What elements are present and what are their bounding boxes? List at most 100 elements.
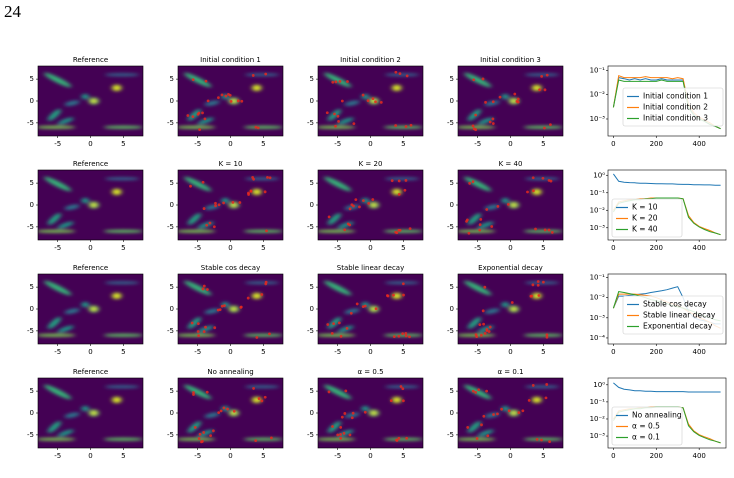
panel-title: Initial condition 3 [480,56,541,64]
sample-point [488,120,492,124]
density-map [36,66,143,136]
sample-point [549,123,552,127]
y-tick-label: 5 [170,387,174,395]
sample-point [254,125,258,129]
sample-point [543,126,546,130]
sample-point [217,411,221,415]
sample-point [252,177,256,181]
legend-label: Initial condition 2 [643,103,708,112]
legend-label: Initial condition 1 [643,92,708,101]
density-map [36,170,143,240]
sample-point [270,436,273,440]
sample-point [491,100,495,104]
x-tick-label: 5 [541,348,545,356]
sample-point [478,223,482,227]
sample-point [361,305,365,308]
y-tick-label: 5 [170,75,174,83]
sample-point [467,231,471,235]
sample-point [543,228,547,232]
x-tick-label: 5 [541,452,545,460]
legend-box [611,406,683,446]
sample-point [355,302,359,306]
sample-point [516,97,520,101]
sample-point [327,390,331,394]
panel-title: Initial condition 2 [340,56,401,64]
sample-point [268,176,272,180]
y-tick-label: -5 [447,431,454,439]
sample-point [549,179,553,183]
x-tick-label: 400 [692,244,705,252]
sample-point [507,409,511,413]
y-tick-label: 5 [450,179,454,187]
sample-point [390,179,394,183]
sample-point [331,425,334,428]
sample-point [550,231,554,234]
x-tick-label: 0 [508,140,512,148]
sample-point [223,304,226,308]
x-tick-label: -5 [474,244,481,252]
x-tick-label: -5 [334,140,341,148]
sample-point [193,425,197,429]
sample-point [218,308,222,312]
y-tick-label: -5 [307,327,314,335]
sample-point [484,100,487,104]
sample-point [545,335,549,339]
x-tick-label: 0 [228,244,232,252]
sample-point [350,416,354,420]
sample-point [479,333,483,337]
sample-point [478,323,482,327]
sample-point [213,326,217,330]
sample-point [202,330,206,333]
sample-point [485,389,488,393]
panel-title: K = 40 [499,160,523,168]
density-map [176,170,283,240]
panel-title: Reference [73,264,108,272]
legend-box [611,198,683,238]
sample-point [397,179,401,183]
x-tick-label: -5 [54,140,61,148]
sample-point [190,321,194,325]
y-tick-label: 10⁰ [593,171,605,179]
x-tick-label: 200 [650,452,663,460]
sample-point [264,72,268,76]
sample-point [352,122,356,126]
sample-point [196,330,200,333]
sample-point [402,399,405,403]
sample-point [264,282,268,286]
chart-frame [607,169,727,241]
sample-point [201,287,205,291]
sample-point [220,93,224,97]
y-tick-label: 0 [30,305,34,313]
panel-title: Stable cos decay [201,264,260,272]
sample-point [401,332,405,336]
sample-point [474,113,478,117]
y-tick-label: 5 [310,179,314,187]
sample-point [189,184,192,188]
y-tick-label: -5 [447,119,454,127]
sample-point [361,93,365,97]
y-tick-label: 5 [30,283,34,291]
sample-point [472,78,476,82]
sample-point [513,92,517,96]
x-tick-label: -5 [194,140,201,148]
sample-point [506,202,510,206]
sample-point [191,78,195,82]
sample-point [471,180,475,184]
sample-point [392,335,396,339]
legend-label: Stable cos decay [643,300,707,309]
chart-frame [607,65,727,137]
sample-point [227,92,230,96]
sample-point [196,322,200,325]
y-tick-label: 0 [30,97,34,105]
sample-point [545,383,549,386]
legend-label: α = 0.5 [632,422,660,431]
panel-title: K = 20 [359,160,383,168]
sample-point [540,74,544,78]
y-tick-label: 0 [310,201,314,209]
sample-point [260,293,264,296]
sample-point [345,327,349,330]
legend-label: No annealing [632,411,682,420]
sample-point [486,434,490,438]
sample-point [531,283,535,287]
x-tick-label: 0 [611,244,615,252]
